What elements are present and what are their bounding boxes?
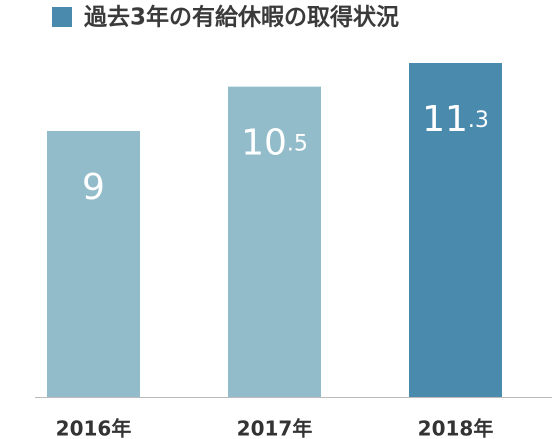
value-label: 11.3 [422, 99, 489, 140]
x-tick-label: 2016年 [56, 417, 132, 439]
bar [228, 86, 321, 397]
bar [409, 63, 502, 397]
title-marker [52, 7, 72, 27]
value-label: 9 [82, 167, 105, 208]
bar [47, 130, 140, 397]
x-tick-label: 2017年 [237, 417, 313, 439]
x-tick-label: 2018年 [418, 417, 494, 439]
value-label: 10.5 [241, 123, 308, 164]
chart-title: 過去3年の有給休暇の取得状況 [84, 4, 399, 31]
